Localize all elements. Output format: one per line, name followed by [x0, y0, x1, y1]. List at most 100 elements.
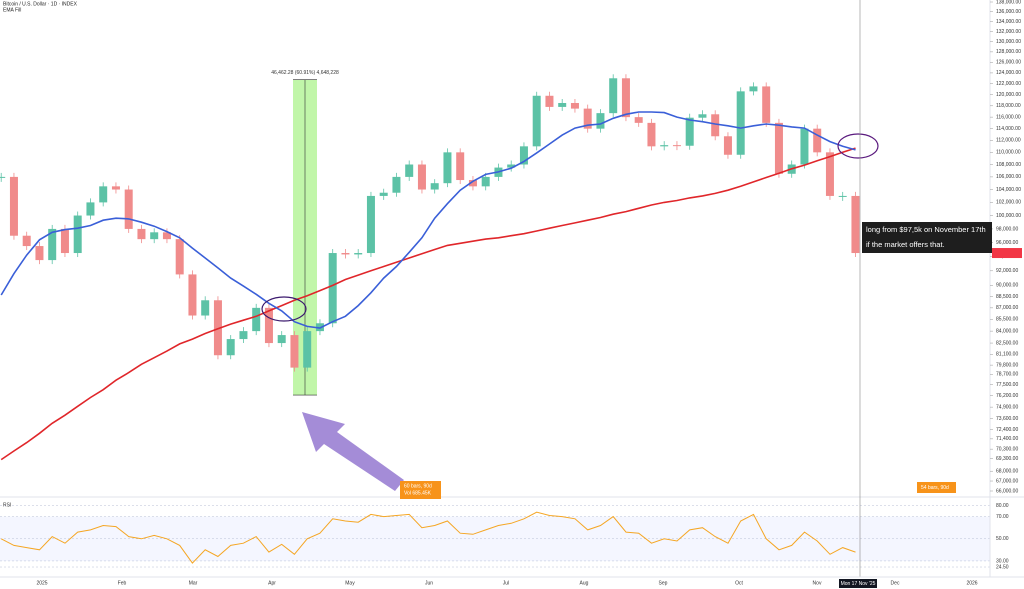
x-tick-label: Sep [659, 580, 668, 586]
price-tick-label: 110,000.00 [996, 150, 1021, 156]
rsi-label: RSI [3, 502, 11, 508]
rsi-tick-label: 50.00 [996, 536, 1009, 542]
candle [774, 122, 783, 174]
candle [762, 86, 771, 123]
candle [813, 128, 822, 153]
candle [201, 300, 210, 316]
candle [685, 117, 694, 146]
price-tick-label: 116,000.00 [996, 114, 1021, 120]
candle [137, 228, 146, 240]
candle [749, 86, 758, 92]
candle [0, 176, 6, 178]
bars-label-box [400, 481, 441, 499]
price-tick-label: 84,000.00 [996, 328, 1018, 334]
x-tick-label: Mar [189, 580, 198, 586]
price-tick-label: 69,300.00 [996, 456, 1018, 462]
candle [328, 253, 337, 324]
bars-label: 60 bars, 90d [404, 483, 432, 489]
candle [621, 78, 630, 118]
rsi-line [0, 511, 856, 564]
measure-label: 46,462.28 (60.91%) 4,648,228 [271, 70, 339, 76]
note-text: long from $97,5k on November 17th [866, 225, 986, 234]
rsi-tick-label: 30.00 [996, 558, 1009, 564]
candle [213, 300, 222, 356]
x-tick-label: 2026 [966, 580, 977, 586]
candle [723, 136, 732, 155]
candle [660, 145, 669, 147]
x-tick-label: Jul [503, 580, 509, 586]
candle [545, 95, 554, 107]
candle [736, 91, 745, 155]
bars-label-box [917, 482, 956, 493]
candle [838, 195, 847, 197]
candle [417, 164, 426, 190]
candle [60, 228, 69, 254]
price-tick-label: 136,000.00 [996, 9, 1021, 15]
candle [379, 192, 388, 196]
price-tick-label: 82,500.00 [996, 340, 1018, 346]
x-tick-label: Nov [813, 580, 822, 586]
candle [519, 146, 528, 165]
candle [252, 307, 261, 332]
price-tick-label: 70,300.00 [996, 446, 1018, 452]
price-tick-label: 74,900.00 [996, 404, 1018, 410]
price-tick-label: 71,400.00 [996, 436, 1018, 442]
candle [354, 253, 363, 255]
candle [99, 186, 108, 203]
candle [443, 152, 452, 184]
price-tick-label: 88,500.00 [996, 294, 1018, 300]
x-tick-label: Aug [580, 580, 589, 586]
candle [672, 145, 681, 147]
candle [481, 176, 490, 187]
candle [162, 232, 171, 240]
price-tick-label: 79,800.00 [996, 362, 1018, 368]
price-tick-label: 100,000.00 [996, 213, 1021, 219]
price-tick-label: 108,000.00 [996, 162, 1021, 168]
candle [711, 114, 720, 137]
candle [226, 339, 235, 356]
arrow-annotation [302, 412, 404, 491]
price-tick-label: 98,000.00 [996, 226, 1018, 232]
price-tick-label: 76,200.00 [996, 393, 1018, 399]
candle [647, 122, 656, 147]
candle [634, 117, 643, 123]
price-tick-label: 134,000.00 [996, 19, 1021, 25]
candle [290, 335, 299, 368]
price-tick-label: 130,000.00 [996, 39, 1021, 45]
symbol-title: Bitcoin / U.S. Dollar · 1D · INDEX [3, 1, 78, 7]
candle [124, 189, 133, 229]
bars-label: 54 bars, 90d [921, 485, 949, 491]
price-tick-label: 102,000.00 [996, 200, 1021, 206]
candle [800, 128, 809, 165]
candle [405, 164, 414, 177]
candle [188, 274, 197, 316]
x-tick-label: 2025 [36, 580, 47, 586]
price-tick-label: 73,600.00 [996, 416, 1018, 422]
candle [596, 113, 605, 129]
candle [9, 176, 18, 236]
candle [73, 215, 82, 254]
price-tick-label: 67,000.00 [996, 478, 1018, 484]
price-tick-label: 87,000.00 [996, 305, 1018, 311]
candle [239, 331, 248, 340]
candle [48, 228, 57, 261]
crosshair-date: Mon 17 Nov '25 [841, 581, 876, 587]
candle [150, 232, 159, 240]
price-tick-label: 66,000.00 [996, 488, 1018, 494]
last-price-tag [992, 248, 1022, 259]
price-tick-label: 128,000.00 [996, 49, 1021, 55]
circle-annotation [837, 133, 879, 159]
indicator-label: EMA Fill [3, 7, 21, 13]
price-tick-label: 72,400.00 [996, 427, 1018, 433]
price-tick-label: 92,000.00 [996, 268, 1018, 274]
candle [35, 246, 44, 261]
note-text: if the market offers that. [866, 240, 945, 249]
price-tick-label: 132,000.00 [996, 29, 1021, 35]
candle [175, 239, 184, 275]
candle [341, 253, 350, 255]
rsi-tick-label: 24.50 [996, 564, 1009, 570]
price-tick-label: 114,000.00 [996, 126, 1021, 132]
x-tick-label: Dec [891, 580, 900, 586]
candle [825, 152, 834, 196]
